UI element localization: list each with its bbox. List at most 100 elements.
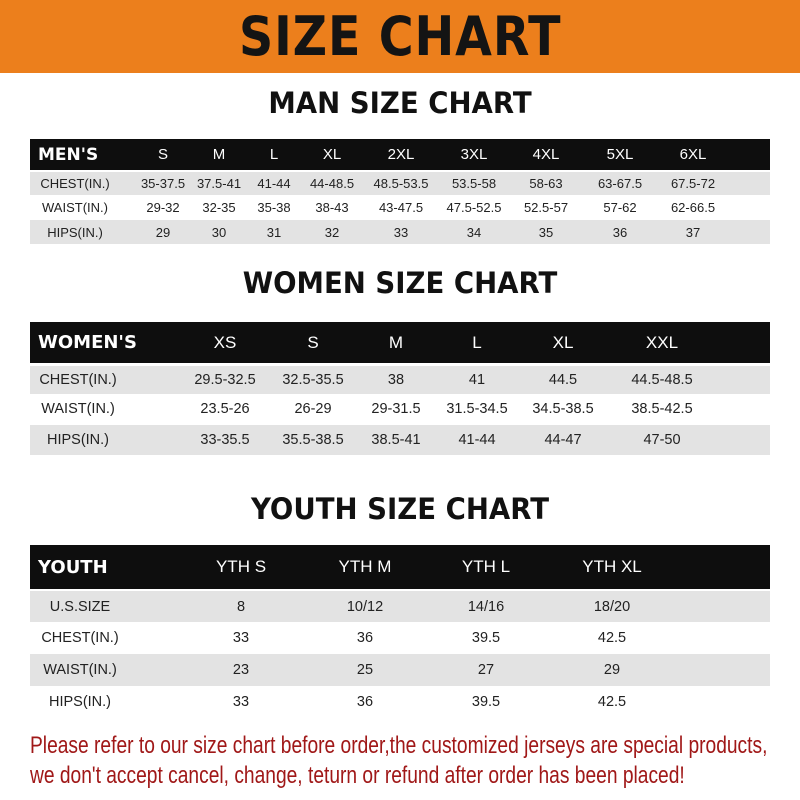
size-column-header: 2XL [387, 146, 415, 163]
measurement-value: 41-44 [458, 432, 496, 448]
measurement-value: 31 [266, 224, 282, 240]
measurement-value: 26-29 [294, 401, 332, 417]
size-column-header: XL [552, 332, 574, 352]
youth-table-label: YOUTH [38, 556, 108, 578]
size-column-header: XL [322, 146, 342, 163]
measurement-value: 32-35 [202, 200, 236, 215]
size-column-header: YTH L [461, 557, 511, 576]
women-header-row: WOMEN'S XS S M L XL XXL [30, 322, 770, 363]
measurement-value: 43-47.5 [378, 200, 424, 215]
men-table-row: WAIST(IN.) 29-32 32-35 35-38 38-43 43-47.5 47.… [30, 196, 770, 219]
measurement-value: 14/16 [467, 598, 505, 615]
size-column-header: YTH M [338, 557, 392, 576]
youth-table-row: HIPS(IN.) 33 36 39.5 42.5 [30, 687, 770, 717]
measurement-value: 32 [324, 224, 340, 240]
women-table-label: WOMEN'S [38, 332, 137, 353]
measurement-value: 29-31.5 [371, 401, 421, 417]
youth-header-row: YOUTH YTH S YTH M YTH L YTH XL [30, 545, 770, 589]
measurement-value: 41-44 [257, 176, 291, 191]
measurement-value: 31.5-34.5 [446, 401, 508, 417]
measurement-value: 35-38 [257, 200, 291, 215]
men-header-row: MEN'S S M L XL 2XL 3XL 4XL 5XL 6XL [30, 139, 770, 170]
women-chart-title: WOMEN SIZE CHART [242, 266, 558, 300]
size-column-header: S [157, 146, 169, 163]
measurement-value: 47.5-52.5 [446, 200, 502, 215]
measurement-value: 33-35.5 [200, 432, 250, 448]
measurement-value: 33 [393, 224, 409, 240]
measurement-value: 37 [685, 224, 701, 240]
measurement-value: 67.5-72 [670, 176, 716, 191]
size-column-header: M [212, 146, 226, 163]
measurement-value: 36 [612, 224, 628, 240]
men-table-label: MEN'S [38, 144, 99, 165]
measurement-value: 33 [232, 694, 250, 710]
measurement-value: 62-66.5 [670, 200, 716, 215]
measurement-value: 38.5-42.5 [631, 401, 693, 417]
measurement-value: 39.5 [471, 694, 501, 710]
measurement-value: 35 [538, 224, 554, 240]
youth-table-row: WAIST(IN.) 23 25 27 29 [30, 654, 770, 686]
measurement-value: 37.5-41 [196, 176, 242, 191]
men-chart-title: MAN SIZE CHART [268, 86, 532, 120]
banner-title: SIZE CHART [238, 5, 562, 68]
measurement-value: 8 [236, 598, 246, 615]
size-column-header: 5XL [606, 146, 634, 163]
measurement-value: 63-67.5 [597, 176, 643, 191]
measurement-label: HIPS(IN.) [48, 694, 112, 710]
women-table-row: WAIST(IN.) 23.5-26 26-29 29-31.5 31.5-34.5 34… [30, 395, 770, 423]
measurement-value: 38 [387, 372, 405, 388]
size-chart-banner: SIZE CHART [0, 0, 800, 73]
women-table-row: CHEST(IN.) 29.5-32.5 32.5-35.5 38 41 44.5 44.5… [30, 366, 770, 394]
size-column-header: S [307, 332, 319, 352]
measurement-value: 58-63 [529, 176, 563, 191]
measurement-value: 29-32 [146, 200, 180, 215]
measurement-value: 23 [232, 662, 250, 678]
measurement-value: 29 [603, 662, 621, 678]
footer-notice-line-2: we don't accept cancel, change, teturn o… [30, 762, 685, 789]
measurement-value: 44-48.5 [309, 176, 355, 191]
measurement-value: 44.5-48.5 [631, 372, 693, 388]
youth-table-row: U.S.SIZE 8 10/12 14/16 18/20 [30, 591, 770, 622]
size-column-header: L [472, 332, 482, 352]
size-column-header: XS [213, 332, 237, 352]
measurement-value: 10/12 [346, 598, 384, 615]
measurement-label: HIPS(IN.) [47, 224, 103, 240]
size-column-header: YTH S [215, 557, 267, 576]
footer-notice-line-1: Please refer to our size chart before or… [30, 732, 768, 759]
measurement-label: CHEST(IN.) [41, 630, 119, 646]
measurement-value: 48.5-53.5 [373, 176, 429, 191]
measurement-value: 25 [356, 662, 374, 678]
measurement-value: 52.5-57 [523, 200, 569, 215]
measurement-value: 32.5-35.5 [282, 372, 344, 388]
measurement-label: CHEST(IN.) [40, 176, 110, 191]
youth-table-row: CHEST(IN.) 33 36 39.5 42.5 [30, 623, 770, 653]
measurement-value: 38.5-41 [371, 432, 421, 448]
measurement-value: 44.5 [548, 372, 578, 388]
measurement-value: 38-43 [315, 200, 349, 215]
measurement-value: 36 [356, 630, 374, 646]
measurement-value: 27 [477, 662, 495, 678]
size-column-header: 4XL [532, 146, 560, 163]
size-column-header: M [388, 332, 404, 352]
measurement-value: 44-47 [544, 432, 582, 448]
measurement-value: 47-50 [643, 432, 681, 448]
size-column-header: L [269, 146, 279, 163]
youth-chart-title: YOUTH SIZE CHART [250, 492, 550, 526]
measurement-value: 36 [356, 694, 374, 710]
women-table-row: HIPS(IN.) 33-35.5 35.5-38.5 38.5-41 41-44 44-… [30, 425, 770, 455]
measurement-value: 35-37.5 [140, 176, 186, 191]
size-column-header: 3XL [460, 146, 488, 163]
size-column-header: YTH XL [582, 557, 642, 576]
measurement-value: 42.5 [597, 694, 627, 710]
measurement-value: 41 [468, 372, 486, 388]
measurement-value: 18/20 [593, 598, 631, 615]
measurement-label: U.S.SIZE [49, 598, 111, 615]
measurement-value: 34.5-38.5 [532, 401, 594, 417]
measurement-value: 29 [155, 224, 171, 240]
measurement-value: 35.5-38.5 [282, 432, 344, 448]
measurement-label: WAIST(IN.) [42, 200, 108, 215]
measurement-value: 57-62 [603, 200, 637, 215]
measurement-value: 53.5-58 [451, 176, 497, 191]
measurement-value: 42.5 [597, 630, 627, 646]
size-column-header: 6XL [679, 146, 707, 163]
